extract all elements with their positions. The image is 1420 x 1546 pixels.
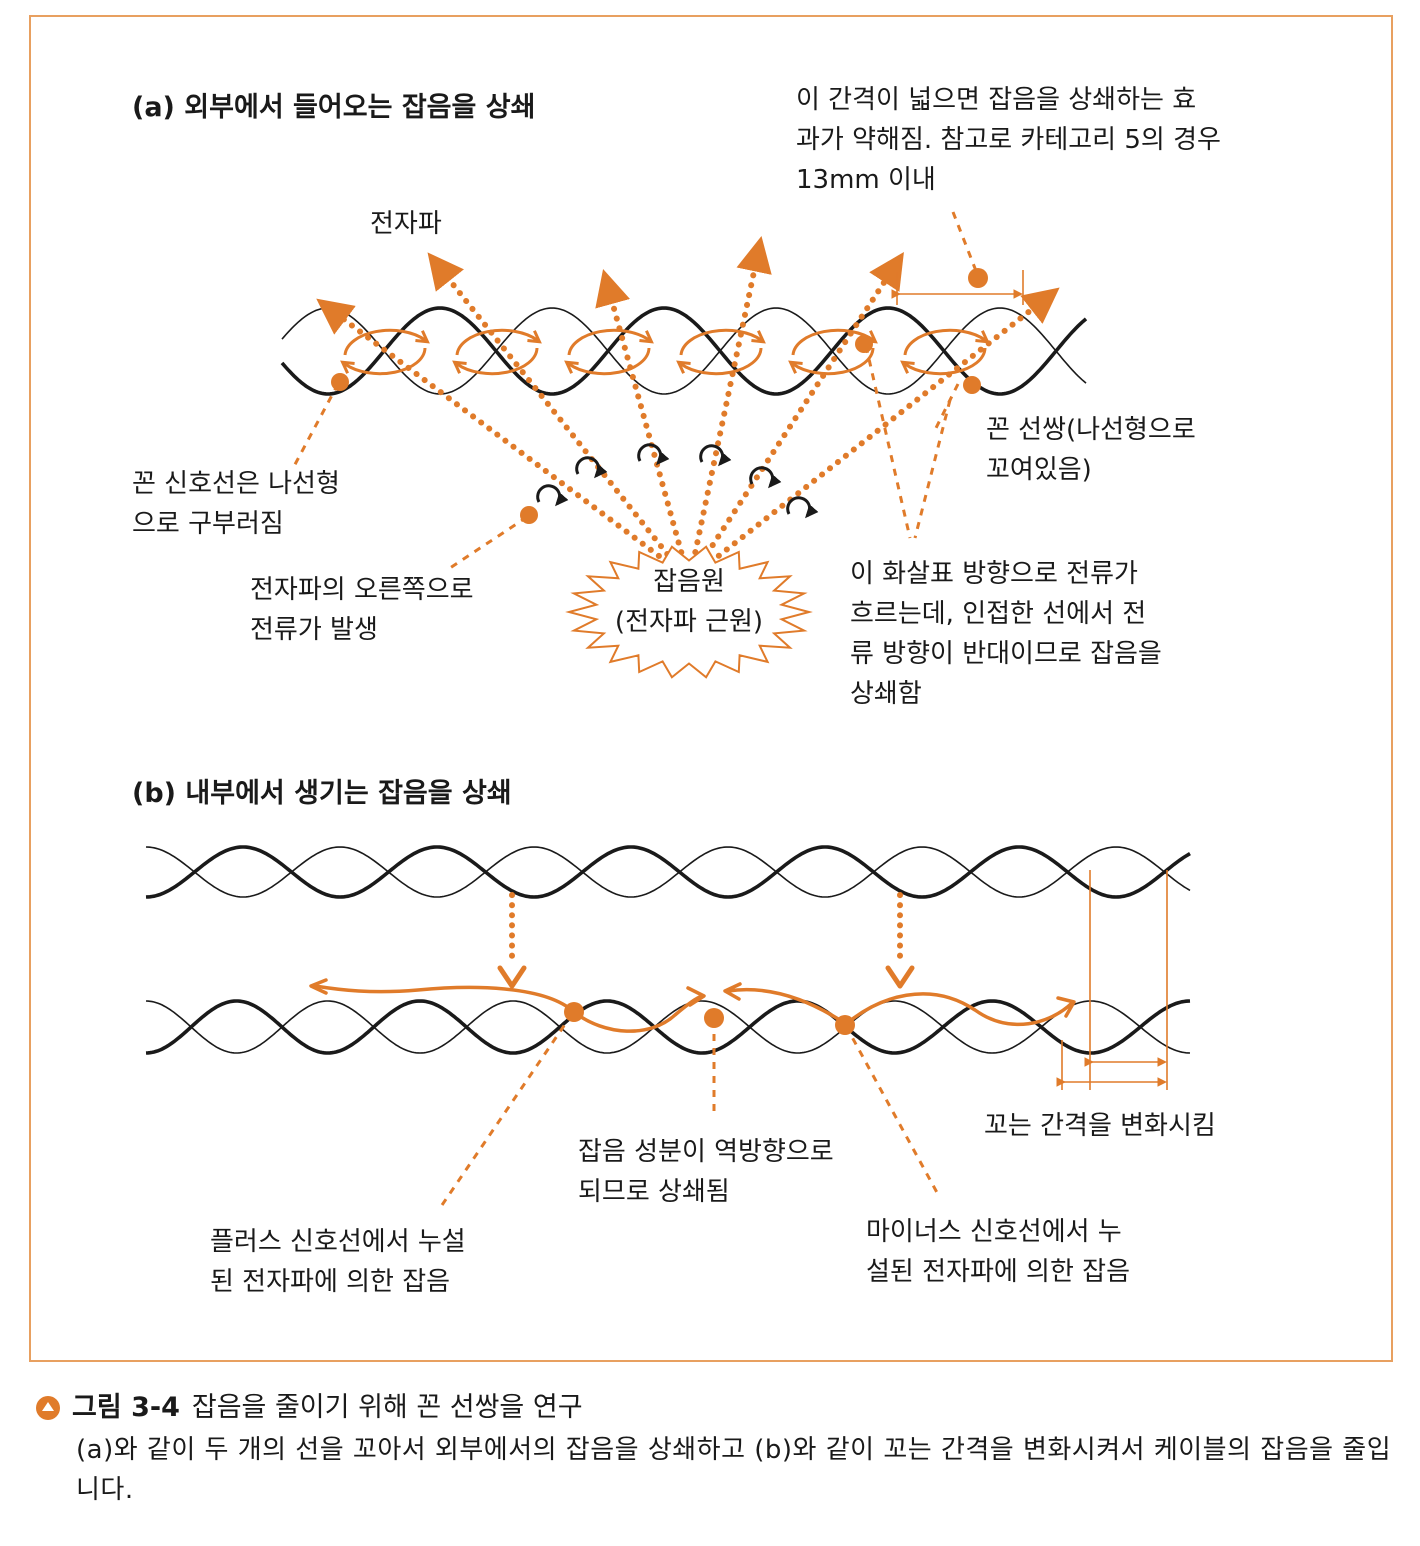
em-wave-ray-3 bbox=[595, 269, 687, 565]
reverse-label-2: 되므로 상쇄됨 bbox=[578, 1177, 730, 1207]
noise-source-burst: 잡음원 (전자파 근원) bbox=[565, 545, 813, 679]
arrow-current-leader-1 bbox=[864, 345, 912, 539]
noise-current-right bbox=[844, 992, 1074, 1026]
panel-a-leaders bbox=[290, 211, 980, 570]
panel-b-leaders bbox=[438, 1013, 942, 1209]
em-wave-ray-6 bbox=[707, 287, 1060, 565]
em-wave-ray-1 bbox=[316, 298, 670, 565]
panel-a-leader-dots bbox=[331, 268, 988, 524]
right-current-label-2: 전류가 발생 bbox=[250, 615, 378, 645]
swirl-icon-2 bbox=[575, 456, 608, 479]
twisted-pair-dot bbox=[963, 376, 981, 394]
current-loop-top-6 bbox=[903, 328, 990, 356]
right-current-label-1: 전자파의 오른쪽으로 bbox=[250, 575, 474, 605]
up-arrow-circle-icon bbox=[36, 1396, 60, 1420]
twisted-pair-label-2: 꼬여있음) bbox=[986, 455, 1092, 485]
noise-source-label-1: 잡음원 bbox=[653, 567, 725, 597]
gap-leader bbox=[951, 211, 980, 277]
swirl-icon-6 bbox=[786, 496, 819, 519]
minus-dot bbox=[835, 1015, 855, 1035]
gap-dot bbox=[968, 268, 988, 288]
noise-current-center-left bbox=[726, 987, 848, 1026]
pitch-dimension bbox=[1056, 870, 1168, 1090]
gap-label-3: 13mm 이내 bbox=[796, 165, 936, 195]
vary-pitch-label: 꼬는 간격을 변화시킴 bbox=[984, 1111, 1216, 1141]
right-current-leader bbox=[449, 515, 528, 570]
current-loop-bottom-3 bbox=[564, 347, 651, 376]
signal-line-label-2: 으로 구부러짐 bbox=[132, 509, 284, 539]
twisted-pair-label-1: 꼰 선쌍(나선형으로 bbox=[986, 415, 1196, 445]
em-wave-ray-4 bbox=[690, 235, 772, 565]
em-wave-label: 전자파 bbox=[370, 209, 442, 239]
panel-b-top-thick-wire bbox=[145, 845, 1191, 899]
swirl-icon-3 bbox=[637, 443, 670, 466]
plus-label-2: 된 전자파에 의한 잡음 bbox=[210, 1267, 450, 1297]
panel-a-title: (a) 외부에서 들어오는 잡음을 상쇄 bbox=[132, 92, 535, 123]
caption-body: (a)와 같이 두 개의 선을 꼬아서 외부에서의 잡음을 상쇄하고 (b)와 … bbox=[76, 1435, 1392, 1505]
minus-leader bbox=[844, 1025, 942, 1199]
panel-b-bottom-thin-wire bbox=[145, 1000, 1191, 1054]
reverse-dot bbox=[704, 1008, 724, 1028]
reverse-label-1: 잡음 성분이 역방향으로 bbox=[578, 1137, 834, 1167]
panel-b-leader-dots bbox=[564, 1002, 855, 1035]
current-loop-bottom-1 bbox=[340, 347, 427, 376]
caption-title: 잡음을 줄이기 위해 꼰 선쌍을 연구 bbox=[191, 1392, 583, 1423]
plus-label-1: 플러스 신호선에서 누설 bbox=[210, 1227, 466, 1257]
figure-caption: 그림 3-4 잡음을 줄이기 위해 꼰 선쌍을 연구 (a)와 같이 두 개의 … bbox=[36, 1390, 1396, 1510]
panel-b-down-arrows bbox=[497, 892, 915, 989]
panel-a-swirl-icons bbox=[536, 443, 819, 519]
panel-b-noise-currents bbox=[309, 978, 1076, 1033]
current-loop-bottom-2 bbox=[452, 347, 539, 376]
panel-a-current-loops bbox=[340, 328, 990, 376]
right-current-dot bbox=[520, 506, 538, 524]
gap-dimension bbox=[891, 270, 1024, 305]
arrow-current-label-3: 류 방향이 반대이므로 잡음을 bbox=[850, 639, 1162, 669]
arrow-current-label-2: 흐르는데, 인접한 선에서 전 bbox=[850, 599, 1146, 629]
panel-b-top-pair bbox=[145, 845, 1191, 899]
panel-a-em-waves bbox=[316, 235, 1060, 565]
current-loop-top-4 bbox=[679, 328, 766, 356]
noise-source-label-2: (전자파 근원) bbox=[615, 607, 763, 637]
swirl-icon-4 bbox=[699, 444, 732, 467]
plus-dot bbox=[564, 1002, 584, 1022]
gap-label-2: 과가 약해짐. 참고로 카테고리 5의 경우 bbox=[796, 125, 1221, 155]
noise-source-star bbox=[565, 545, 813, 679]
current-loop-top-2 bbox=[455, 328, 542, 356]
panel-b-bottom-pair bbox=[145, 999, 1191, 1055]
panel-a-twisted-pair bbox=[280, 306, 1088, 396]
swirl-icon-5 bbox=[749, 466, 782, 489]
plus-leader bbox=[438, 1013, 574, 1209]
caption-heading: 그림 3-4 잡음을 줄이기 위해 꼰 선쌍을 연구 bbox=[36, 1390, 1396, 1426]
arrow-current-label-4: 상쇄함 bbox=[850, 679, 922, 709]
panel-a-thick-wire bbox=[280, 306, 1088, 396]
caption-figure-number: 그림 3-4 bbox=[72, 1392, 180, 1423]
minus-label-2: 설된 전자파에 의한 잡음 bbox=[866, 1257, 1130, 1287]
arrow-current-label-1: 이 화살표 방향으로 전류가 bbox=[850, 559, 1138, 589]
swirl-icon-1 bbox=[536, 484, 569, 507]
current-loop-top-5 bbox=[791, 328, 878, 356]
em-wave-ray-2 bbox=[427, 252, 677, 565]
arrow-current-leader-2 bbox=[913, 399, 952, 539]
figure-frame bbox=[29, 15, 1393, 1362]
gap-label-1: 이 간격이 넓으면 잡음을 상쇄하는 효 bbox=[796, 85, 1196, 115]
signal-line-leader bbox=[290, 383, 340, 471]
current-loop-bottom-5 bbox=[788, 347, 875, 376]
panel-b-top-thin-wire bbox=[145, 846, 1191, 898]
current-loop-top-1 bbox=[343, 328, 430, 356]
noise-current-left bbox=[313, 984, 576, 1014]
noise-current-center-right bbox=[572, 994, 704, 1033]
signal-line-dot bbox=[331, 373, 349, 391]
signal-line-label-1: 꼰 신호선은 나선형 bbox=[132, 469, 340, 499]
panel-b-title: (b) 내부에서 생기는 잡음을 상쇄 bbox=[132, 778, 512, 809]
panel-b-bottom-thick-wire bbox=[145, 999, 1191, 1055]
minus-label-1: 마이너스 신호선에서 누 bbox=[866, 1217, 1122, 1247]
current-loop-bottom-6 bbox=[900, 347, 987, 376]
arrow-current-dot-1 bbox=[855, 335, 873, 353]
em-wave-ray-5 bbox=[698, 251, 904, 565]
current-loop-top-3 bbox=[567, 328, 654, 356]
panel-a-thin-wire bbox=[281, 307, 1087, 395]
twisted-pair-leader bbox=[933, 383, 960, 431]
